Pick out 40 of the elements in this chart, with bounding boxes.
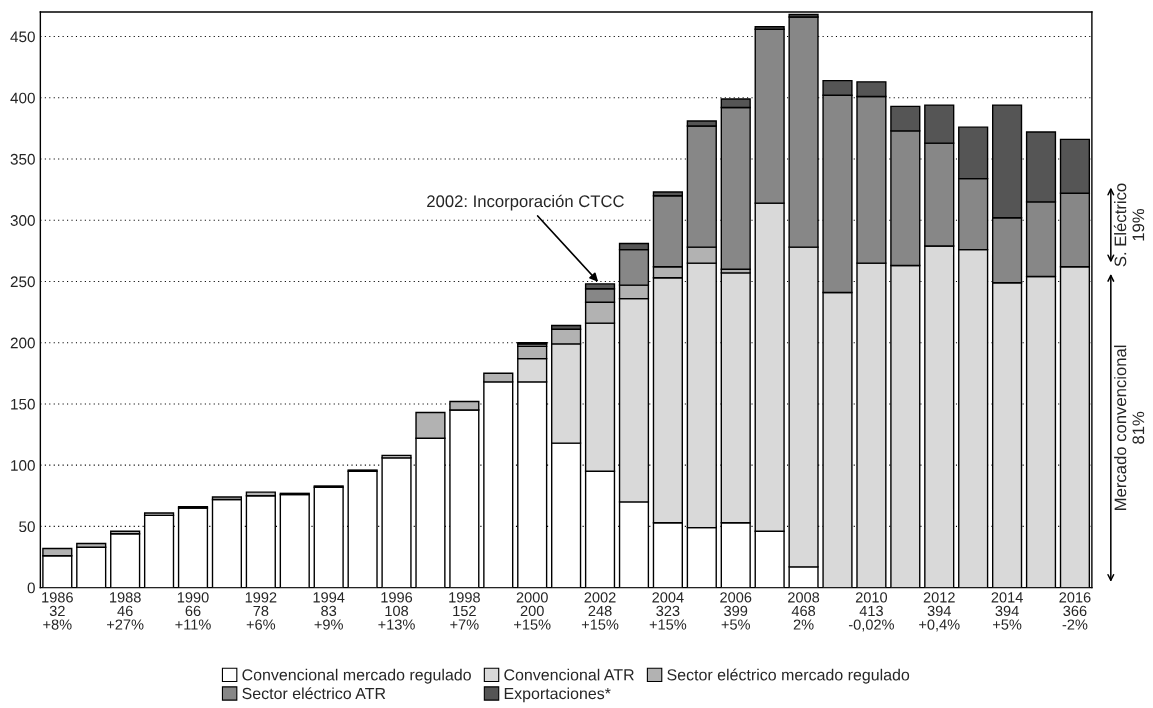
x-tick-label: 2012 394 +0,4% [919,592,960,632]
legend-label: Sector eléctrico mercado regulado [667,668,910,684]
legend-label: Exportaciones* [504,687,611,703]
annotation: 2002: Incorporación CTCC [427,194,624,211]
x-tick-label: 2004 323 +15% [649,592,687,630]
y-tick-label: 50 [19,521,35,533]
x-tick-label: 1996 108 +13% [378,592,415,630]
bar [76,546,107,588]
x-tick-label: 2014 394 +5% [991,592,1023,630]
x-tick-label: 1988 46 +27% [107,592,144,630]
x-tick-label: 2006 399 +5% [720,592,752,630]
bar [381,457,412,588]
y-tick-label: 350 [10,153,35,165]
bar [347,470,378,588]
bar [110,533,141,588]
legend-label: Convencional ATR [504,668,634,681]
x-tick-label: 1992 78 +6% [245,592,277,630]
x-tick-label: 1998 152 +7% [449,592,480,630]
y-tick-label: 250 [10,276,35,288]
y-tick-label: 400 [10,92,35,104]
x-tick-label: 1986 32 +8% [42,592,73,630]
x-tick-label: 1990 66 +11% [175,592,211,630]
y-tick-label: 0 [27,582,35,594]
legend-label: Sector eléctrico ATR [242,687,386,700]
bar [279,493,310,588]
text: S. Eléctrico 19% [1113,183,1145,267]
y-tick-label: 150 [11,398,35,410]
y-tick-label: 450 [10,31,35,43]
x-tick-label: 1994 83 +9% [313,592,345,630]
x-tick-label: 2000 200 +15% [514,592,551,630]
x-tick-label: 2008 468 2% [788,592,820,630]
y-tick-label: 200 [10,337,35,349]
y-tick-label: 300 [10,215,35,226]
text: Mercado convencional 81% [1114,345,1145,510]
y-tick-label: 100 [11,460,35,471]
x-tick-label: 2010 413 -0,02% [848,592,894,632]
legend-label: Convencional mercado regulado [242,668,471,684]
bar [177,507,209,588]
x-tick-label: 2002 248 +15% [581,592,619,630]
x-tick-label: 2016 366 -2% [1059,592,1091,630]
